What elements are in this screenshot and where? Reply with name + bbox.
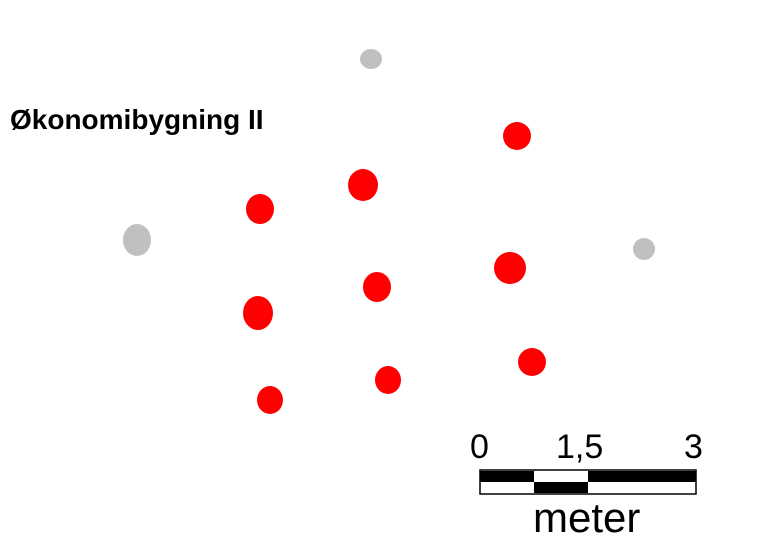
scale-tick-label: 1,5 [556, 428, 604, 466]
red-posthole [363, 272, 391, 302]
grey-posthole [633, 238, 655, 260]
scale-bar-segment [588, 471, 696, 482]
scale-tick-label: 3 [684, 428, 703, 466]
scale-tick-label: 0 [470, 428, 489, 466]
grey-posthole [123, 224, 151, 256]
red-posthole [257, 386, 283, 414]
scale-bar-segment [480, 471, 534, 482]
red-posthole [246, 194, 274, 224]
red-posthole [348, 169, 378, 201]
grey-posthole [360, 49, 382, 69]
red-posthole [503, 122, 531, 150]
red-postholes [243, 122, 546, 414]
red-posthole [518, 348, 546, 376]
scale-bar [479, 469, 697, 495]
red-posthole [243, 296, 273, 330]
red-posthole [494, 252, 526, 284]
building-title: Økonomibygning II [10, 104, 264, 135]
red-posthole [375, 366, 401, 394]
scale-bar-segment [534, 482, 588, 493]
grey-features [123, 49, 655, 260]
scale-unit-label: meter [533, 494, 641, 541]
